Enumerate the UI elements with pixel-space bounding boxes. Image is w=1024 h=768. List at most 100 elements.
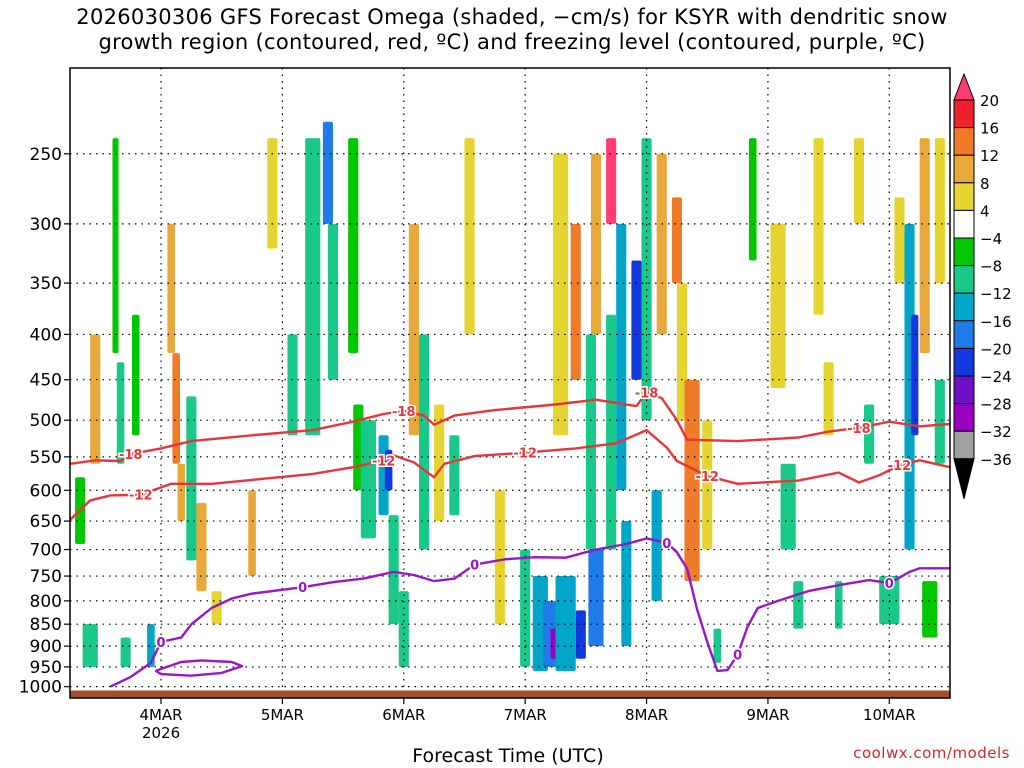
y-axis: 2503003504004505005506006507007508008509… — [19, 145, 70, 698]
credit-link[interactable]: coolwx.com/models — [853, 744, 1010, 762]
colorbar-swatch — [953, 320, 975, 349]
contour-label: -12 — [888, 459, 912, 474]
colorbar-swatch — [953, 375, 975, 405]
colorbar-swatch — [953, 292, 975, 322]
colorbar-label: −12 — [980, 285, 1012, 303]
omega-cell — [388, 515, 399, 625]
x-tick-label: 9MAR — [746, 706, 789, 724]
contour-line — [109, 537, 950, 688]
omega-cell — [186, 396, 197, 561]
omega-cell — [267, 138, 278, 249]
omega-cell — [671, 197, 682, 284]
x-tick-label: 5MAR — [261, 706, 304, 724]
omega-cell — [910, 314, 919, 436]
x-tick-label: 8MAR — [625, 706, 668, 724]
colorbar: 20 16 12 8 4 −4 −8 −12 −16 −20 −24 −28 −32 −36 — [953, 72, 1012, 499]
y-tick-label: 950 — [30, 658, 62, 678]
ground-surface — [70, 690, 950, 698]
colorbar-label: −28 — [980, 396, 1012, 414]
omega-cell — [770, 223, 786, 389]
contour-label: 0 — [733, 649, 742, 664]
x-tick-label: 6MAR — [382, 706, 425, 724]
colorbar-label: −4 — [980, 230, 1002, 248]
omega-cell — [713, 628, 722, 663]
omega-cell — [879, 576, 900, 625]
omega-cell — [922, 581, 938, 638]
omega-cell — [552, 153, 569, 436]
omega-cell — [570, 223, 581, 380]
colorbar-bottom-arrow — [953, 458, 975, 499]
colorbar-swatch — [953, 209, 975, 239]
x-tick-sublabel: 2026 — [142, 724, 180, 742]
omega-cell — [780, 463, 796, 550]
omega-cell — [656, 153, 667, 335]
y-tick-label: 850 — [30, 615, 62, 635]
plot-frame — [69, 67, 951, 699]
omega-cell — [305, 138, 321, 436]
omega-cell — [823, 362, 834, 436]
omega-cell — [116, 362, 125, 464]
y-tick-label: 500 — [30, 411, 62, 431]
contour-label: -18 — [847, 422, 871, 437]
omega-cell — [90, 334, 101, 464]
y-tick-label: 550 — [30, 448, 62, 468]
omega-cell — [588, 549, 604, 647]
omega-cell — [248, 490, 256, 577]
omega-cell — [904, 223, 915, 550]
colorbar-label: −36 — [980, 451, 1012, 469]
omega-cell — [864, 404, 875, 464]
omega-cell — [575, 610, 586, 659]
contour-label: 0 — [298, 581, 307, 596]
colorbar-swatch — [953, 127, 975, 156]
colorbar-swatch — [953, 99, 975, 129]
omega-cell — [555, 576, 576, 671]
omega-cell — [590, 153, 602, 335]
y-tick-label: 900 — [30, 637, 62, 657]
omega-cell — [702, 420, 713, 550]
y-tick-label: 350 — [30, 274, 62, 294]
omega-cell — [398, 591, 409, 667]
y-tick-label: 450 — [30, 371, 62, 391]
y-tick-label: 800 — [30, 592, 62, 612]
omega-cell — [585, 334, 596, 550]
omega-cell — [651, 490, 662, 601]
contour-label: 0 — [470, 559, 479, 574]
omega-cell — [894, 197, 905, 284]
contour-label: -12 — [372, 454, 396, 469]
omega-cell — [793, 581, 804, 629]
contour-line — [69, 428, 951, 521]
colorbar-label: −20 — [980, 340, 1012, 358]
colorbar-swatch — [953, 237, 975, 267]
y-tick-label: 400 — [30, 325, 62, 345]
omega-cell — [853, 138, 865, 224]
colorbar-label: 12 — [980, 147, 999, 165]
colorbar-label: 16 — [980, 120, 999, 138]
y-tick-label: 250 — [30, 145, 62, 165]
omega-cell — [494, 490, 505, 625]
omega-cell — [322, 121, 333, 224]
x-tick-label: 7MAR — [504, 706, 547, 724]
contour-label: 0 — [885, 577, 894, 592]
x-tick-label: 4MAR — [139, 706, 182, 724]
chart-title-line-2: growth region (contoured, red, ºC) and f… — [98, 30, 926, 54]
contour-line — [154, 659, 244, 677]
colorbar-swatch — [953, 347, 975, 377]
colorbar-label: −16 — [980, 313, 1012, 331]
contour-label: -18 — [635, 386, 659, 401]
omega-cell — [348, 138, 359, 354]
omega-cell — [131, 314, 140, 436]
contour-line — [69, 391, 951, 465]
omega-cell — [464, 138, 475, 335]
colorbar-swatch — [953, 182, 975, 211]
omega-cell — [606, 138, 617, 224]
x-axis-title: Forecast Time (UTC) — [412, 745, 604, 767]
omega-cell — [813, 138, 824, 315]
chart-title-line-1: 2026030306 GFS Forecast Omega (shaded, −… — [76, 5, 948, 29]
colorbar-swatch — [953, 265, 975, 294]
y-tick-label: 300 — [30, 215, 62, 235]
grid-layer — [70, 68, 950, 698]
omega-cell — [360, 420, 376, 539]
colorbar-swatch — [953, 154, 975, 184]
